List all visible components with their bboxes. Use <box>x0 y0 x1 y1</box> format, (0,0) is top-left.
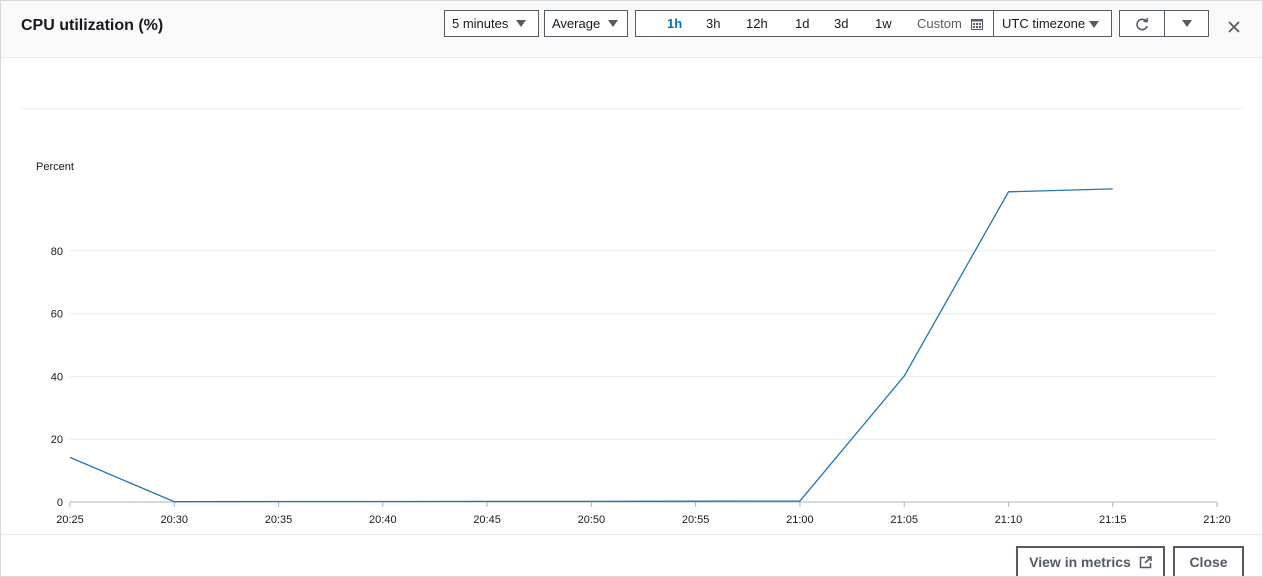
close-button[interactable]: Close <box>1173 546 1244 576</box>
x-tick-label: 20:55 <box>682 514 710 526</box>
x-tick-label: 20:25 <box>56 514 84 526</box>
x-tick-label: 20:35 <box>265 514 293 526</box>
x-tick-label: 21:20 <box>1203 514 1231 526</box>
external-link-icon <box>1139 556 1152 569</box>
y-axis-label: Percent <box>36 161 74 173</box>
x-tick-label: 20:50 <box>578 514 606 526</box>
close-button-label: Close <box>1189 554 1227 570</box>
x-tick-label: 21:15 <box>1099 514 1127 526</box>
x-tick-label: 20:40 <box>369 514 397 526</box>
x-tick-label: 21:10 <box>995 514 1023 526</box>
cpu-utilization-chart: Percent 0 20 40 60 80 20:25 20:30 20:35 20:40 20:4… <box>1 1 1262 534</box>
view-in-metrics-button[interactable]: View in metrics <box>1016 546 1165 576</box>
x-tick-label: 20:30 <box>161 514 189 526</box>
x-tick-label: 21:00 <box>786 514 814 526</box>
y-tick-label: 60 <box>51 309 63 321</box>
y-tick-label: 20 <box>51 434 63 446</box>
y-tick-label: 80 <box>51 246 63 258</box>
series-line <box>70 189 1113 502</box>
x-tick-label: 21:05 <box>890 514 918 526</box>
y-tick-label: 40 <box>51 371 63 383</box>
y-tick-label: 0 <box>57 497 63 509</box>
view-in-metrics-label: View in metrics <box>1029 554 1131 570</box>
x-tick-label: 20:45 <box>473 514 501 526</box>
footer-divider <box>1 534 1262 535</box>
